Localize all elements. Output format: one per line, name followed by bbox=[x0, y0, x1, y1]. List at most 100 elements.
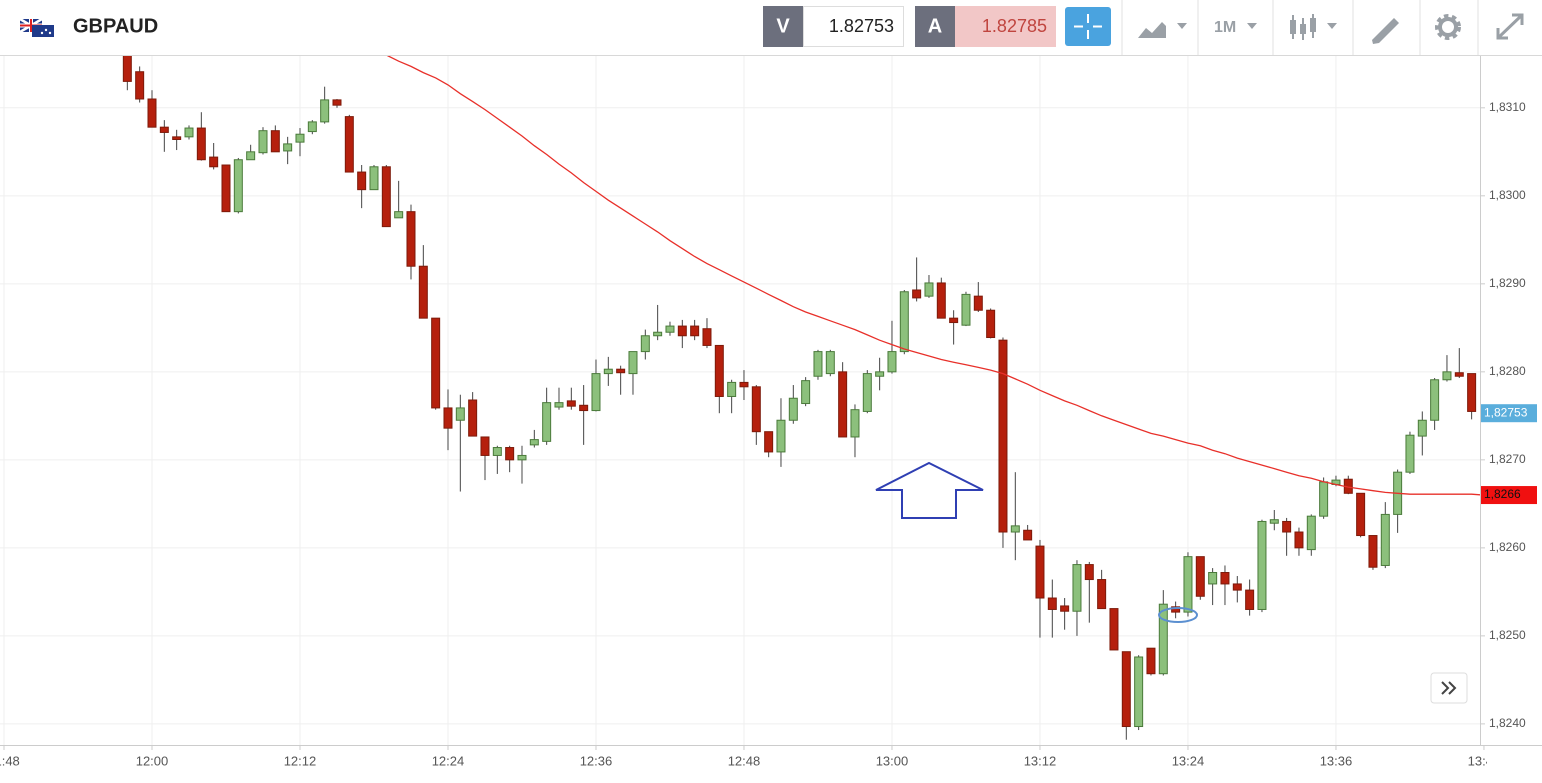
candle-body bbox=[825, 351, 835, 375]
expand-button[interactable] bbox=[1496, 13, 1524, 40]
candle-body bbox=[369, 166, 379, 191]
candle-body bbox=[764, 431, 774, 453]
timeframe-button[interactable]: 1M bbox=[1214, 19, 1257, 36]
candle-body bbox=[751, 386, 761, 433]
candle-body bbox=[1047, 597, 1057, 610]
candle-body bbox=[690, 325, 700, 337]
candle-body bbox=[1257, 520, 1267, 610]
candle-body bbox=[628, 351, 638, 375]
candle-body bbox=[850, 409, 860, 438]
y-tick-label: 1,8240 bbox=[1489, 716, 1526, 730]
candle-body bbox=[196, 127, 206, 161]
candle-body bbox=[135, 71, 145, 100]
candle-body bbox=[357, 171, 367, 191]
candle-body bbox=[961, 293, 971, 326]
candle-body bbox=[973, 295, 983, 311]
candle-body bbox=[936, 282, 946, 319]
candle-body bbox=[1417, 419, 1427, 437]
candle-body bbox=[431, 317, 441, 409]
candle-body bbox=[1442, 371, 1452, 381]
candle-body bbox=[838, 371, 848, 438]
candle-body bbox=[739, 381, 749, 388]
candle-body bbox=[899, 291, 909, 353]
candle-body bbox=[1220, 572, 1230, 585]
time-axis: 11:48 12:00 12:12 12:24 12:36 12:48 13:00 13:12… bbox=[0, 745, 1501, 768]
candle-body bbox=[1072, 564, 1082, 612]
candle-body bbox=[1109, 608, 1119, 651]
candle-body bbox=[875, 371, 885, 377]
drawing-button[interactable] bbox=[1372, 18, 1399, 44]
candle-body bbox=[1269, 519, 1279, 524]
candle-body bbox=[258, 130, 268, 154]
symbol: GBPAUD bbox=[73, 15, 158, 37]
candle-body bbox=[1023, 529, 1033, 541]
sell-button[interactable]: V 1.82753 bbox=[763, 6, 904, 47]
candle-style-button[interactable] bbox=[1290, 14, 1337, 40]
candle-body bbox=[986, 309, 996, 339]
candle-body bbox=[122, 55, 132, 82]
candle-body bbox=[813, 351, 823, 377]
candle-body bbox=[1454, 372, 1464, 377]
y-tick-label: 1,8290 bbox=[1489, 276, 1526, 290]
buy-button[interactable]: A 1.82785 bbox=[915, 6, 1056, 47]
candle-body bbox=[1208, 572, 1218, 585]
x-tick-label: 11:48 bbox=[0, 753, 20, 768]
crosshair-button[interactable] bbox=[1065, 7, 1111, 46]
candle-body bbox=[554, 402, 564, 408]
flag-icon bbox=[19, 17, 54, 37]
price-axis: 1,8240 1,8250 1,8260 1,8270 1,8280 1,8290 1,83… bbox=[1480, 100, 1537, 730]
candle-body bbox=[1356, 492, 1366, 537]
y-tick-label: 1,8310 bbox=[1489, 100, 1526, 114]
candle-body bbox=[320, 99, 330, 123]
price-marker bbox=[1481, 404, 1537, 423]
y-tick-label: 1,8260 bbox=[1489, 540, 1526, 554]
candle-body bbox=[1084, 564, 1094, 581]
candle-body bbox=[1319, 481, 1329, 517]
scroll-button[interactable] bbox=[1430, 672, 1468, 704]
candle-body bbox=[653, 331, 663, 337]
candle-body bbox=[1183, 556, 1193, 613]
candle-body bbox=[702, 328, 712, 346]
candle-body bbox=[1294, 531, 1304, 549]
candle-body bbox=[665, 325, 675, 333]
candle-body bbox=[924, 282, 934, 297]
candle-body bbox=[1060, 605, 1070, 612]
candle-body bbox=[542, 402, 552, 442]
x-tick-label: 13:36 bbox=[1320, 753, 1353, 768]
candle-body bbox=[1134, 656, 1144, 728]
candle-body bbox=[209, 156, 219, 168]
candle-body bbox=[1121, 651, 1131, 728]
candle-body bbox=[776, 419, 786, 453]
candle-body bbox=[529, 439, 539, 446]
candle-body bbox=[949, 317, 959, 324]
candle-body bbox=[1368, 535, 1378, 568]
candle-body bbox=[887, 351, 897, 373]
candle-body bbox=[406, 211, 416, 267]
sell-price: 1.82753 bbox=[829, 16, 894, 36]
settings-button[interactable] bbox=[1435, 14, 1461, 40]
candle-body bbox=[1282, 520, 1292, 533]
candle-body bbox=[591, 373, 601, 412]
price-marker-label: 1,8266 bbox=[1484, 487, 1521, 501]
candle-body bbox=[295, 133, 305, 143]
candle-body bbox=[1010, 525, 1020, 533]
y-tick-label: 1,8250 bbox=[1489, 628, 1526, 642]
y-tick-label: 1,8270 bbox=[1489, 452, 1526, 466]
candle-body bbox=[246, 151, 256, 161]
candle-body bbox=[1195, 556, 1205, 597]
candle-body bbox=[468, 399, 478, 437]
candle-body bbox=[159, 126, 169, 133]
candle-body bbox=[1035, 545, 1045, 599]
chart-style-button[interactable] bbox=[1138, 22, 1187, 38]
candle-body bbox=[147, 98, 157, 128]
arrow-annotation bbox=[875, 461, 984, 519]
x-tick-label: 13:48 bbox=[1468, 753, 1501, 768]
candle-body bbox=[1146, 647, 1156, 675]
candle-body bbox=[1158, 603, 1168, 675]
candle-body bbox=[455, 407, 465, 421]
candle-body bbox=[1467, 373, 1477, 412]
sell-label: V bbox=[776, 15, 790, 37]
buy-label: A bbox=[928, 15, 942, 37]
candle-body bbox=[443, 407, 453, 429]
